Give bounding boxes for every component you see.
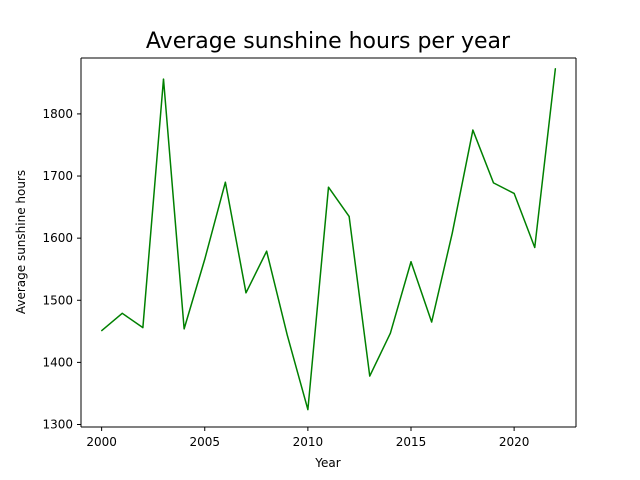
x-tick-label: 2005	[189, 435, 220, 449]
data-point	[101, 330, 103, 332]
data-point	[204, 258, 206, 260]
x-tick-label: 2020	[499, 435, 530, 449]
data-point	[348, 215, 350, 218]
data-point	[327, 186, 330, 188]
data-point	[472, 129, 474, 131]
data-point	[513, 192, 515, 195]
data-point	[451, 232, 453, 234]
y-tick-label: 1600	[42, 231, 73, 245]
y-tick-label: 1800	[42, 107, 73, 121]
data-point	[142, 327, 144, 329]
x-axis-ticks: 2000 2005 2010 2015 2020	[86, 427, 529, 449]
data-point	[554, 67, 556, 70]
y-axis-label: Average sunshine hours	[14, 170, 28, 314]
data-point	[307, 409, 309, 411]
y-tick-label: 1300	[42, 418, 73, 432]
chart-title: Average sunshine hours per year	[146, 29, 511, 54]
data-point	[266, 250, 268, 252]
plot-area	[101, 67, 557, 411]
x-tick-label: 2015	[396, 435, 427, 449]
data-point	[121, 312, 123, 314]
data-point	[389, 332, 391, 334]
data-point	[534, 246, 536, 249]
data-point	[162, 78, 165, 80]
x-tick-label: 2010	[293, 435, 324, 449]
data-point	[245, 292, 247, 294]
data-point	[183, 328, 185, 330]
data-point	[369, 375, 371, 377]
y-tick-label: 1700	[42, 169, 73, 183]
data-point	[410, 261, 412, 263]
data-point	[431, 321, 433, 323]
data-point	[224, 181, 226, 183]
data-point	[492, 182, 495, 184]
data-point	[286, 334, 288, 336]
y-axis-ticks: 1300 1400 1500 1600 1700 1800	[42, 107, 81, 432]
x-tick-label: 2000	[86, 435, 117, 449]
y-tick-label: 1400	[42, 355, 73, 369]
x-axis-label: Year	[314, 456, 340, 470]
y-tick-label: 1500	[42, 293, 73, 307]
